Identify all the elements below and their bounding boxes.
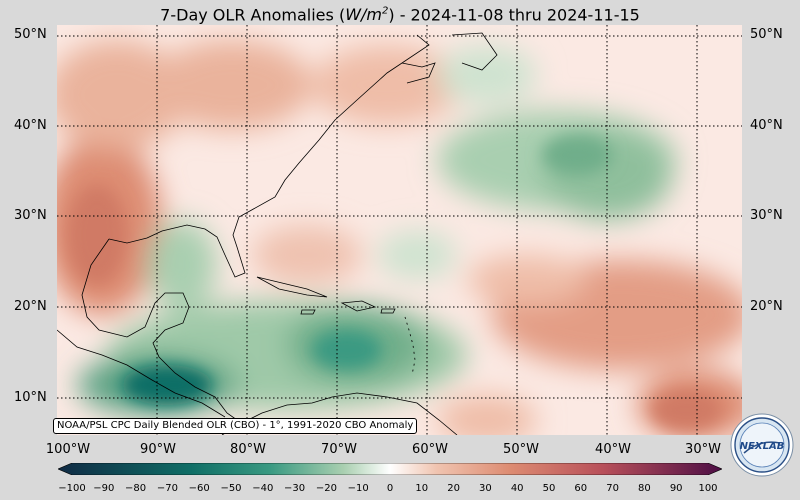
coastlines — [57, 32, 498, 435]
puerto-rico-coast — [380, 308, 396, 314]
negative-anomaly-region — [147, 220, 217, 310]
colorbar-tick-label: 40 — [510, 483, 524, 494]
lat-label: 10°N — [14, 390, 47, 405]
colorbar-tick-label: −70 — [156, 483, 178, 494]
lat-label: 30°N — [750, 208, 783, 223]
south-america-coast — [221, 392, 458, 435]
lat-label: 40°N — [750, 118, 783, 133]
lon-label: 80°W — [230, 442, 266, 457]
colorbar — [58, 463, 722, 475]
positive-anomaly-region — [467, 255, 587, 305]
positive-anomaly-region — [152, 40, 312, 130]
nova-scotia-coast — [401, 62, 436, 84]
logo-text: NEXLAB — [740, 441, 785, 452]
lat-label: 20°N — [14, 299, 47, 314]
colorbar-tick-label: 100 — [698, 483, 718, 494]
colorbar-tick-label: 80 — [638, 483, 651, 494]
map-title: 7-Day OLR Anomalies (W/m2) - 2024-11-08 … — [160, 5, 640, 25]
lon-label: 90°W — [140, 442, 176, 457]
data-source-note: NOAA/PSL CPC Daily Blended OLR (CBO) - 1… — [53, 418, 418, 434]
lon-label: 60°W — [412, 442, 448, 457]
colorbar-tick-label: −30 — [284, 483, 306, 494]
negative-anomaly-core — [542, 135, 612, 175]
colorbar-tick-label: −20 — [315, 483, 337, 494]
lat-label: 30°N — [14, 208, 47, 223]
lesser-antilles-coast — [404, 316, 416, 376]
colorbar-tick-label: 30 — [479, 483, 492, 494]
lon-label: 70°W — [321, 442, 357, 457]
cuba-coast — [256, 276, 328, 298]
lon-label: 40°W — [595, 442, 631, 457]
newfoundland-coast — [451, 32, 498, 71]
negative-anomaly-core — [312, 330, 382, 370]
colorbar-tick-label: 50 — [542, 483, 556, 494]
positive-anomaly-region — [252, 225, 362, 285]
colorbar-tick-label: −10 — [347, 483, 369, 494]
nexlab-logo: NEXLAB — [730, 413, 794, 477]
colorbar-tick-label: 10 — [415, 483, 429, 494]
hispaniola-coast — [340, 300, 377, 312]
negative-anomaly-core — [122, 365, 212, 405]
positive-anomaly-core — [652, 390, 722, 430]
lon-label: 50°W — [503, 442, 539, 457]
lat-label: 50°N — [750, 27, 783, 42]
mexico-gulf-coast — [81, 238, 238, 421]
lat-label: 20°N — [750, 299, 783, 314]
colorbar-tick-label: 60 — [574, 483, 588, 494]
negative-anomaly-region — [437, 45, 537, 105]
jamaica-coast — [300, 309, 316, 315]
us-atlantic-coast — [108, 34, 430, 278]
positive-anomaly-core — [67, 185, 127, 285]
olr-anomaly-map — [57, 25, 742, 435]
colorbar-tick-label: 20 — [447, 483, 460, 494]
colorbar-tick-label: 90 — [669, 483, 683, 494]
colorbar-tick-label: −100 — [58, 483, 86, 494]
lon-label: 30°W — [685, 442, 721, 457]
colorbar-tick-label: −90 — [93, 483, 115, 494]
colorbar-body — [58, 463, 722, 475]
anomaly-cores — [67, 135, 722, 430]
positive-anomaly-region — [57, 40, 187, 150]
colorbar-tick-label: 70 — [606, 483, 619, 494]
graticule — [57, 25, 742, 435]
colorbar-tick-label: −80 — [125, 483, 147, 494]
colorbar-tick-label: −60 — [188, 483, 210, 494]
colorbar-tick-label: −40 — [252, 483, 274, 494]
colorbar-tick-label: −50 — [220, 483, 242, 494]
positive-anomaly-region — [312, 45, 462, 125]
negative-anomaly-region — [377, 230, 457, 280]
lat-label: 40°N — [14, 118, 47, 133]
mexico-pacific-coast — [57, 329, 226, 418]
lon-label: 100°W — [45, 442, 91, 457]
colorbar-tick-label: 0 — [386, 483, 394, 494]
positive-anomaly-region — [437, 395, 537, 435]
lat-label: 50°N — [14, 27, 47, 42]
